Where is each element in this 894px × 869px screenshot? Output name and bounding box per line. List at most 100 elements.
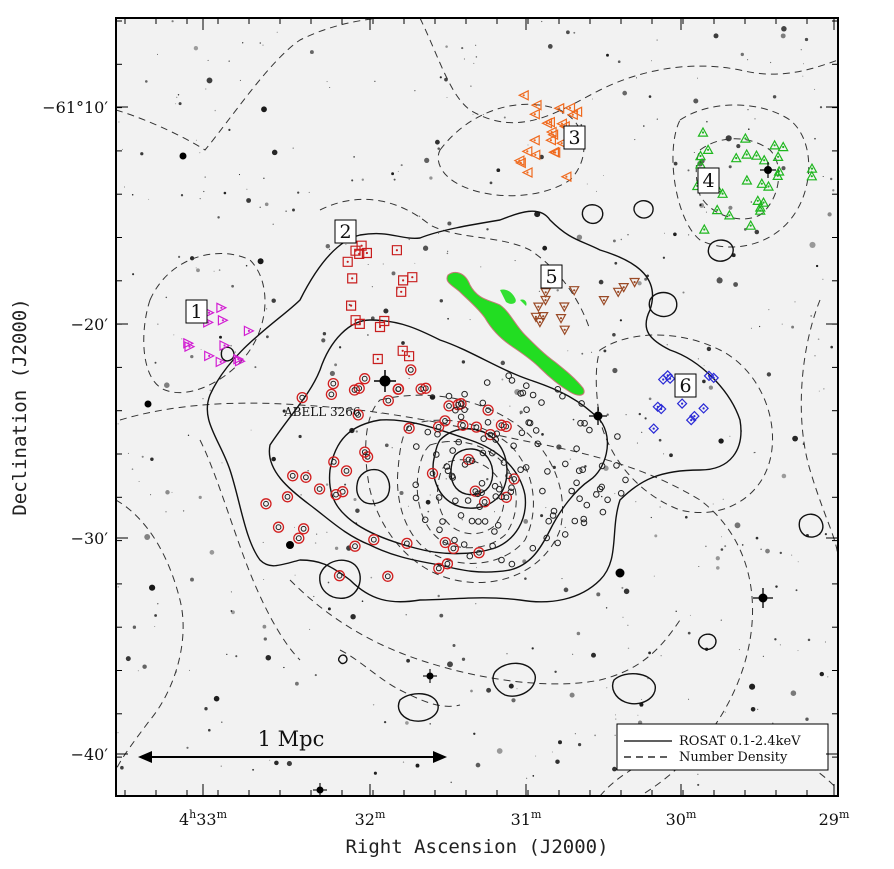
star <box>656 39 658 41</box>
star <box>725 135 732 142</box>
density-contour <box>437 459 505 535</box>
star <box>758 325 761 328</box>
star <box>581 352 584 355</box>
star <box>242 42 244 44</box>
core-member-inner <box>352 543 358 550</box>
group-member-triangle-down <box>568 286 580 297</box>
star <box>213 270 215 272</box>
group-member-dot <box>220 306 223 309</box>
group-member-triangle-right <box>234 355 246 367</box>
star <box>540 514 544 518</box>
star <box>803 63 804 65</box>
core-member-red <box>433 562 445 575</box>
group-member-square <box>342 256 353 267</box>
member-black <box>492 493 500 500</box>
star <box>117 423 119 425</box>
x-tick-label: 4h33m <box>179 808 228 829</box>
star <box>728 165 732 169</box>
group-member-triangle-left <box>564 102 576 114</box>
star <box>316 533 318 535</box>
group-member-dot <box>538 321 542 324</box>
star <box>791 554 793 556</box>
core-member-inner <box>361 449 368 456</box>
core-member-inner <box>487 431 494 438</box>
star <box>664 232 665 234</box>
member-black <box>543 534 551 542</box>
star <box>228 60 230 62</box>
member-black <box>580 515 588 523</box>
xray-contour <box>648 291 678 318</box>
star <box>271 149 278 156</box>
star <box>580 123 583 126</box>
star <box>591 98 594 100</box>
star <box>780 33 786 39</box>
y-axis-label: Declination (J2000) <box>9 298 31 515</box>
star <box>262 541 264 543</box>
star <box>514 388 521 396</box>
star <box>325 483 329 486</box>
star <box>314 674 317 677</box>
group-member-triangle-right <box>216 302 228 314</box>
member-black <box>500 459 508 466</box>
group-member-dot <box>560 122 564 125</box>
member-black <box>455 438 463 446</box>
star <box>199 152 201 154</box>
group-member-dot <box>777 155 780 158</box>
xray-contour <box>697 633 717 651</box>
star <box>501 378 504 381</box>
group-member-dot <box>662 378 665 381</box>
star <box>344 483 347 486</box>
star <box>637 281 642 286</box>
member-black <box>439 518 446 525</box>
member-black <box>522 464 530 471</box>
group-member-dot <box>756 199 759 202</box>
member-black <box>444 467 452 475</box>
core-member-red <box>495 419 508 431</box>
star <box>148 198 150 200</box>
star <box>437 594 440 598</box>
star <box>720 619 722 621</box>
scale-bar-arrow-left <box>138 751 152 763</box>
star <box>117 732 119 734</box>
star <box>367 264 369 265</box>
star <box>804 37 809 42</box>
star <box>659 506 661 508</box>
star <box>149 584 156 591</box>
star <box>165 490 170 495</box>
star <box>371 286 373 288</box>
star <box>791 325 795 329</box>
density-contour <box>800 299 838 561</box>
star <box>157 603 159 605</box>
group-member-diamond <box>703 370 715 382</box>
group-member-dot <box>755 154 758 157</box>
core-member-red <box>330 488 342 501</box>
member-black <box>493 430 501 438</box>
group-member-square <box>379 315 390 327</box>
star <box>195 139 197 141</box>
group-member-dot <box>563 328 566 331</box>
star <box>391 172 395 176</box>
star <box>493 419 495 421</box>
core-member-red <box>392 383 404 395</box>
star <box>567 350 569 352</box>
star <box>706 346 712 352</box>
star <box>219 335 222 339</box>
group-member-dot <box>558 107 561 110</box>
star <box>781 323 783 325</box>
density-contour <box>143 253 266 394</box>
member-black <box>412 481 420 489</box>
star <box>325 243 331 249</box>
star <box>494 511 495 513</box>
star <box>720 548 724 551</box>
group-member-dot <box>693 415 696 418</box>
star <box>594 734 596 737</box>
star <box>384 443 389 448</box>
x-axis-label: Right Ascension (J2000) <box>345 836 608 858</box>
star <box>203 190 205 193</box>
star <box>627 647 630 650</box>
core-member-red <box>328 456 340 468</box>
star <box>769 61 772 64</box>
member-black <box>495 485 503 493</box>
star <box>137 670 139 672</box>
group-member-dot <box>681 402 684 405</box>
